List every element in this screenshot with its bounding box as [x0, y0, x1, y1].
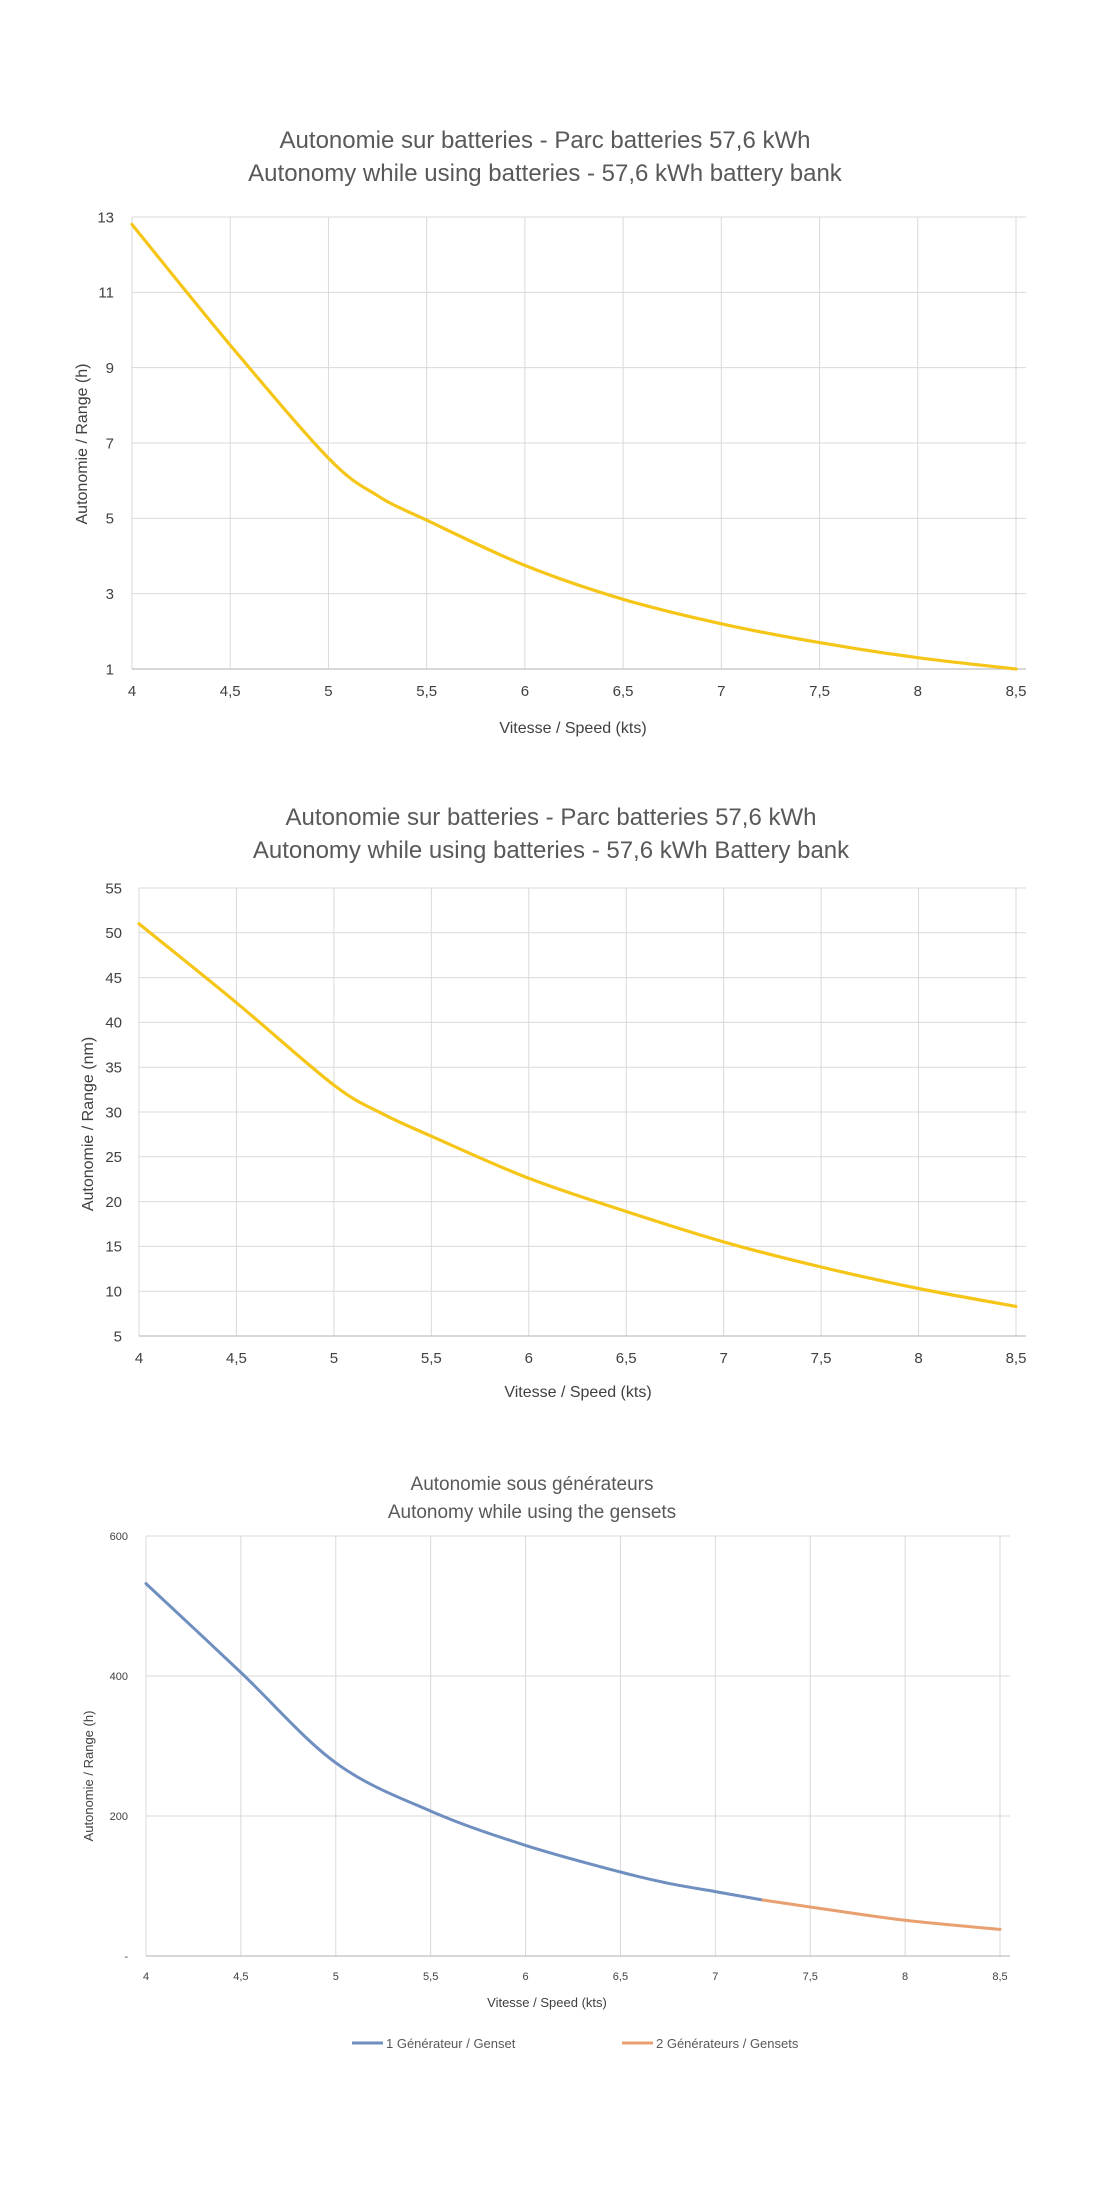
- chart-3: Autonomie sous générateurs Autonomy whil…: [81, 1474, 1010, 2051]
- x-tick-label: 5: [330, 1350, 338, 1367]
- x-tick-label: 4,5: [233, 1971, 248, 1983]
- y-tick-label: -: [124, 1951, 128, 1963]
- x-tick-label: 7,5: [809, 683, 830, 700]
- legend-label-1-genset: 1 Générateur / Genset: [386, 2036, 516, 2051]
- x-tick-label: 7,5: [803, 1971, 818, 1983]
- x-tick-label: 8,5: [992, 1971, 1007, 1983]
- x-tick-label: 5: [324, 683, 332, 700]
- y-tick-label: 9: [106, 360, 114, 377]
- y-tick-label: 20: [105, 1194, 122, 1211]
- chart-3-y-axis-label: Autonomie / Range (h): [81, 1711, 96, 1842]
- x-tick-label: 4: [143, 1971, 149, 1983]
- y-tick-label: 15: [105, 1239, 122, 1256]
- y-tick-label: 3: [106, 586, 114, 603]
- x-tick-label: 6,5: [613, 1971, 628, 1983]
- series-line-1: [144, 1582, 765, 1902]
- x-tick-label: 6: [521, 683, 529, 700]
- chart-2-series: [137, 922, 1018, 1308]
- x-tick-label: 8: [902, 1971, 908, 1983]
- chart-1-series: [130, 222, 1018, 671]
- y-tick-label: 40: [105, 1015, 122, 1032]
- chart-1-x-axis-label: Vitesse / Speed (kts): [499, 720, 646, 737]
- x-tick-label: 5,5: [421, 1350, 442, 1367]
- x-tick-label: 7: [712, 1971, 718, 1983]
- y-tick-label: 5: [114, 1328, 122, 1345]
- x-tick-label: 7: [719, 1350, 727, 1367]
- chart-2-y-ticks: 5 10 15 20 25 30 35 40 45 50 55: [105, 880, 122, 1345]
- chart-3-legend: 1 Générateur / Genset 2 Générateurs / Ge…: [352, 2036, 799, 2051]
- chart-1: Autonomie sur batteries - Parc batteries…: [74, 127, 1027, 737]
- x-tick-label: 7,5: [811, 1350, 832, 1367]
- y-tick-label: 200: [110, 1811, 128, 1823]
- y-tick-label: 25: [105, 1149, 122, 1166]
- y-tick-label: 400: [110, 1671, 128, 1683]
- y-tick-label: 10: [105, 1283, 122, 1300]
- x-tick-label: 7: [717, 683, 725, 700]
- series-line-2: [761, 1898, 1002, 1931]
- x-tick-label: 8,5: [1006, 683, 1027, 700]
- x-tick-label: 4,5: [226, 1350, 247, 1367]
- chart-1-y-axis-label: Autonomie / Range (h): [74, 364, 91, 525]
- x-tick-label: 4: [135, 1350, 143, 1367]
- x-tick-label: 4,5: [220, 683, 241, 700]
- chart-2-gridlines: [138, 887, 1026, 1337]
- chart-2-x-ticks: 4 4,5 5 5,5 6 6,5 7 7,5 8 8,5: [135, 1350, 1027, 1367]
- chart-1-title: Autonomie sur batteries - Parc batteries…: [280, 127, 811, 154]
- x-tick-label: 4: [128, 683, 136, 700]
- y-tick-label: 30: [105, 1104, 122, 1121]
- chart-3-x-ticks: 4 4,5 5 5,5 6 6,5 7 7,5 8 8,5: [143, 1971, 1008, 1983]
- chart-2-x-axis-label: Vitesse / Speed (kts): [504, 1384, 651, 1401]
- y-tick-label: 1: [106, 661, 114, 678]
- chart-3-series: [144, 1582, 1002, 1931]
- chart-2-title: Autonomie sur batteries - Parc batteries…: [286, 804, 817, 831]
- y-tick-label: 11: [98, 285, 114, 302]
- chart-2-y-axis-label: Autonomie / Range (nm): [80, 1037, 97, 1211]
- series-line-1: [137, 922, 1018, 1308]
- chart-1-gridlines: [131, 216, 1026, 670]
- chart-3-title: Autonomie sous générateurs: [411, 1474, 654, 1495]
- y-tick-label: 35: [105, 1059, 122, 1076]
- chart-2-subtitle: Autonomy while using batteries - 57,6 kW…: [253, 837, 850, 864]
- y-tick-label: 45: [105, 970, 122, 987]
- x-tick-label: 6: [522, 1971, 528, 1983]
- chart-2: Autonomie sur batteries - Parc batteries…: [80, 804, 1027, 1401]
- chart-1-subtitle: Autonomy while using batteries - 57,6 kW…: [248, 160, 843, 187]
- legend-label-2-gensets: 2 Générateurs / Gensets: [656, 2036, 799, 2051]
- y-tick-label: 7: [106, 435, 114, 452]
- x-tick-label: 8: [914, 683, 922, 700]
- x-tick-label: 6,5: [613, 683, 634, 700]
- chart-3-subtitle: Autonomy while using the gensets: [388, 1502, 676, 1523]
- x-tick-label: 5,5: [416, 683, 437, 700]
- y-tick-label: 13: [97, 209, 114, 226]
- series-line-1: [130, 222, 1018, 671]
- chart-3-gridlines: [145, 1535, 1010, 1957]
- x-tick-label: 6,5: [616, 1350, 637, 1367]
- y-tick-label: 55: [105, 880, 122, 897]
- y-tick-label: 50: [105, 925, 122, 942]
- x-tick-label: 6: [525, 1350, 533, 1367]
- x-tick-label: 8,5: [1006, 1350, 1027, 1367]
- x-tick-label: 5: [333, 1971, 339, 1983]
- chart-1-x-ticks: 4 4,5 5 5,5 6 6,5 7 7,5 8 8,5: [128, 683, 1027, 700]
- chart-3-y-ticks: - 200 400 600: [110, 1531, 129, 1963]
- x-tick-label: 5,5: [423, 1971, 438, 1983]
- chart-3-x-axis-label: Vitesse / Speed (kts): [487, 1995, 607, 2010]
- y-tick-label: 600: [110, 1531, 128, 1543]
- y-tick-label: 5: [106, 511, 114, 528]
- x-tick-label: 8: [914, 1350, 922, 1367]
